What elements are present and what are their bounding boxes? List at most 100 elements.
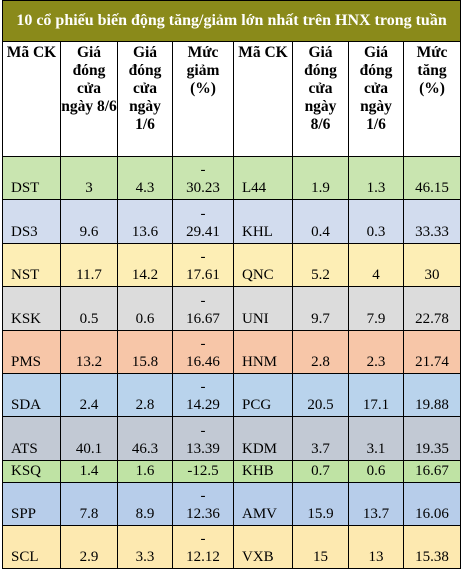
cell-close-8-6-left: 13.2 bbox=[60, 330, 118, 374]
decline-sign: - bbox=[200, 531, 206, 547]
cell-close-1-6-right: 3.1 bbox=[348, 416, 404, 461]
cell-close-8-6-right: 15 bbox=[292, 525, 349, 569]
decline-sign: - bbox=[200, 336, 206, 352]
decline-value: 30.23 bbox=[186, 180, 220, 196]
cell-close-1-6-right: 17.1 bbox=[348, 373, 404, 417]
cell-code-left: DST bbox=[2, 156, 61, 200]
header-close-1-6-left: Giá đóng cửa ngày 1/6 bbox=[117, 41, 173, 157]
header-close-1-6-right: Giá đóng cửa ngày 1/6 bbox=[348, 41, 404, 157]
cell-code-left: NST bbox=[2, 243, 61, 287]
cell-close-8-6-right: 2.8 bbox=[292, 330, 349, 374]
cell-close-1-6-left: 2.8 bbox=[117, 373, 173, 417]
cell-decline-pct: - 29.41 bbox=[172, 199, 234, 244]
cell-close-8-6-right: 20.5 bbox=[292, 373, 349, 417]
decline-value: 13.39 bbox=[186, 441, 220, 457]
cell-close-8-6-left: 40.1 bbox=[60, 416, 118, 461]
header-close-8-6-left: Giá đóng cửa ngày 8/6 bbox=[60, 41, 118, 157]
cell-close-8-6-left: 9.6 bbox=[60, 199, 118, 244]
cell-close-1-6-right: 2.3 bbox=[348, 330, 404, 374]
cell-code-left: PMS bbox=[2, 330, 61, 374]
table-row: ATS 40.1 46.3 - 13.39 KDM 3.7 3.1 19.35 bbox=[2, 416, 462, 461]
cell-code-left: KSK bbox=[2, 286, 61, 331]
cell-increase-pct: 30 bbox=[402, 243, 462, 287]
cell-close-8-6-right: 0.7 bbox=[292, 460, 349, 483]
cell-code-left: ATS bbox=[2, 416, 61, 461]
cell-close-8-6-right: 9.7 bbox=[292, 286, 349, 331]
decline-value: 12.12 bbox=[186, 549, 220, 565]
cell-code-left: SPP bbox=[2, 482, 61, 526]
cell-close-1-6-right: 0.6 bbox=[348, 460, 404, 483]
cell-code-left: SCL bbox=[2, 525, 61, 569]
table-row: SCL 2.9 3.3 - 12.12 VXB 15 13 15.38 bbox=[2, 525, 462, 569]
table-row: SPP 7.8 8.9 - 12.36 AMV 15.9 13.7 16.06 bbox=[2, 482, 462, 526]
cell-close-1-6-left: 8.9 bbox=[117, 482, 173, 526]
decline-sign: - bbox=[200, 423, 206, 439]
cell-decline-pct: - 12.12 bbox=[172, 525, 234, 569]
cell-increase-pct: 16.06 bbox=[402, 482, 462, 526]
cell-code-right: KHL bbox=[233, 199, 293, 244]
cell-close-8-6-left: 1.4 bbox=[60, 460, 118, 483]
table-row: DST 3 4.3 - 30.23 L44 1.9 1.3 46.15 bbox=[2, 156, 462, 200]
cell-code-right: KHB bbox=[233, 460, 293, 483]
decline-value: 16.67 bbox=[186, 311, 220, 327]
cell-close-1-6-right: 7.9 bbox=[348, 286, 404, 331]
decline-sign: - bbox=[200, 162, 206, 178]
cell-close-1-6-left: 14.2 bbox=[117, 243, 173, 287]
decline-value: 29.41 bbox=[186, 224, 220, 240]
cell-close-1-6-left: 46.3 bbox=[117, 416, 173, 461]
cell-decline-pct: - 12.36 bbox=[172, 482, 234, 526]
cell-code-left: KSQ bbox=[2, 460, 61, 483]
decline-sign: - bbox=[200, 488, 206, 504]
cell-close-1-6-right: 1.3 bbox=[348, 156, 404, 200]
cell-code-right: KDM bbox=[233, 416, 293, 461]
decline-sign: - bbox=[200, 379, 206, 395]
table-row: KSK 0.5 0.6 - 16.67 UNI 9.7 7.9 22.78 bbox=[2, 286, 462, 331]
table-row: SDA 2.4 2.8 - 14.29 PCG 20.5 17.1 19.88 bbox=[2, 373, 462, 417]
cell-close-1-6-right: 13.7 bbox=[348, 482, 404, 526]
cell-increase-pct: 46.15 bbox=[402, 156, 462, 200]
cell-code-right: PCG bbox=[233, 373, 293, 417]
stock-table-container: 10 cổ phiếu biến động tăng/giảm lớn nhất… bbox=[1, 0, 462, 569]
header-decline-pct: Mức giảm (%) bbox=[172, 41, 234, 157]
cell-close-8-6-right: 3.7 bbox=[292, 416, 349, 461]
decline-value: 16.46 bbox=[186, 354, 220, 370]
table-row: DS3 9.6 13.6 - 29.41 KHL 0.4 0.3 33.33 bbox=[2, 199, 462, 244]
cell-close-1-6-left: 3.3 bbox=[117, 525, 173, 569]
cell-code-left: SDA bbox=[2, 373, 61, 417]
cell-increase-pct: 19.35 bbox=[402, 416, 462, 461]
cell-close-8-6-right: 15.9 bbox=[292, 482, 349, 526]
decline-value: 14.29 bbox=[186, 397, 220, 413]
cell-decline-pct: - 16.67 bbox=[172, 286, 234, 331]
cell-increase-pct: 19.88 bbox=[402, 373, 462, 417]
cell-close-1-6-left: 15.8 bbox=[117, 330, 173, 374]
cell-close-8-6-left: 11.7 bbox=[60, 243, 118, 287]
cell-close-1-6-right: 4 bbox=[348, 243, 404, 287]
cell-close-1-6-right: 13 bbox=[348, 525, 404, 569]
cell-code-right: L44 bbox=[233, 156, 293, 200]
cell-close-1-6-right: 0.3 bbox=[348, 199, 404, 244]
cell-increase-pct: 22.78 bbox=[402, 286, 462, 331]
cell-decline-pct: -12.5 bbox=[172, 460, 234, 483]
cell-increase-pct: 16.67 bbox=[402, 460, 462, 483]
decline-value: 17.61 bbox=[186, 267, 220, 283]
cell-close-8-6-left: 7.8 bbox=[60, 482, 118, 526]
cell-code-right: UNI bbox=[233, 286, 293, 331]
cell-close-1-6-left: 0.6 bbox=[117, 286, 173, 331]
header-code-right: Mã CK bbox=[233, 41, 293, 157]
cell-code-right: VXB bbox=[233, 525, 293, 569]
cell-close-1-6-left: 1.6 bbox=[117, 460, 173, 483]
cell-close-1-6-left: 4.3 bbox=[117, 156, 173, 200]
cell-decline-pct: - 30.23 bbox=[172, 156, 234, 200]
cell-close-8-6-left: 3 bbox=[60, 156, 118, 200]
table-title: 10 cổ phiếu biến động tăng/giảm lớn nhất… bbox=[1, 0, 462, 42]
header-code-left: Mã CK bbox=[2, 41, 61, 157]
table-body: DST 3 4.3 - 30.23 L44 1.9 1.3 46.15 DS3 9.6 13.6 - 29… bbox=[2, 156, 462, 569]
cell-code-left: DS3 bbox=[2, 199, 61, 244]
cell-close-8-6-right: 1.9 bbox=[292, 156, 349, 200]
header-increase-pct: Mức tăng (%) bbox=[402, 41, 462, 157]
stock-movers-table: 10 cổ phiếu biến động tăng/giảm lớn nhất… bbox=[1, 0, 462, 569]
cell-increase-pct: 21.74 bbox=[402, 330, 462, 374]
header-close-8-6-right: Giá đóng cửa ngày 8/6 bbox=[292, 41, 349, 157]
decline-value: 12.36 bbox=[186, 506, 220, 522]
cell-code-right: QNC bbox=[233, 243, 293, 287]
